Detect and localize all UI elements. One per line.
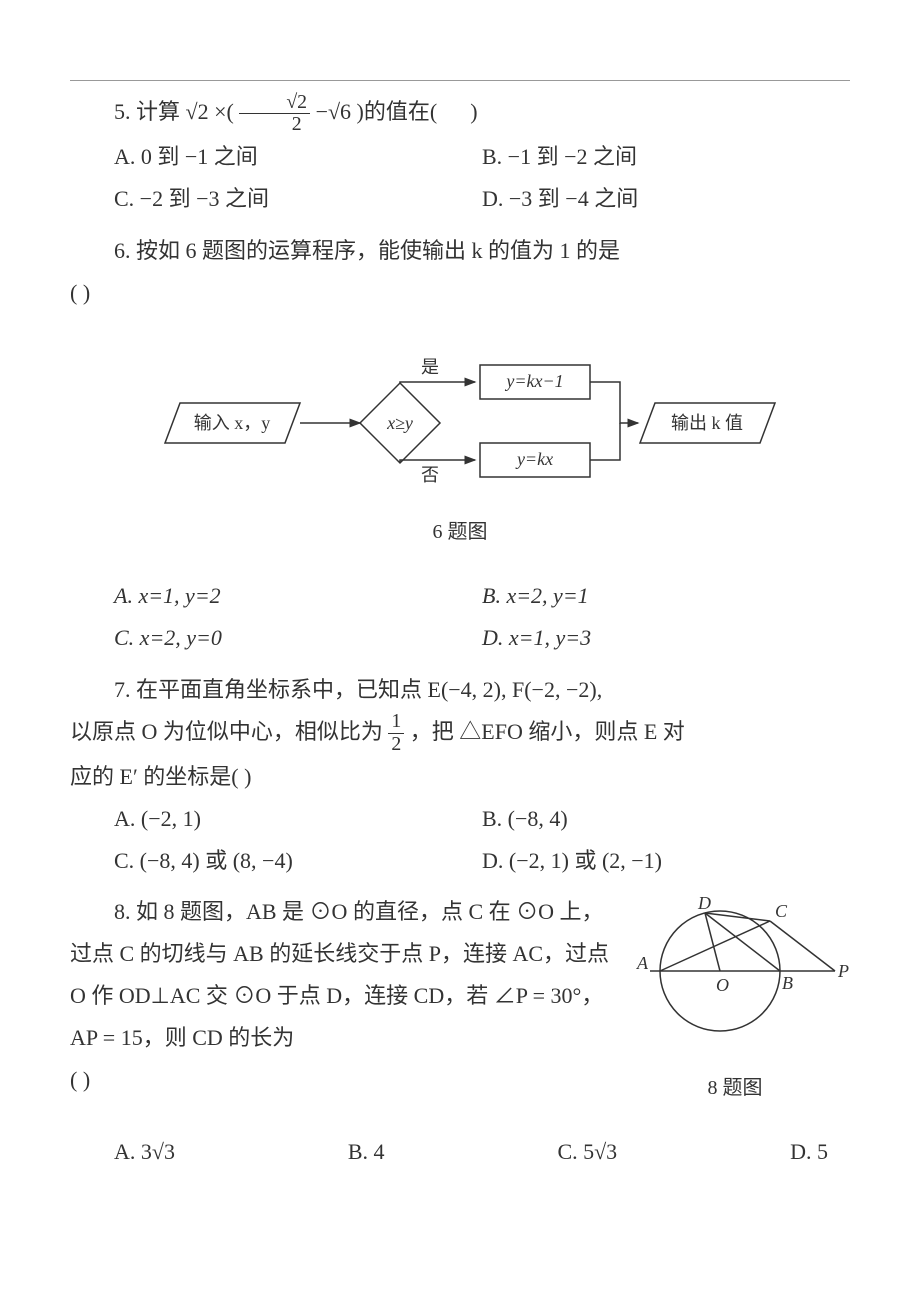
question-8: A B O P C D 8 题图 8. 如 8 题图，AB 是 ⊙O 的直径，点… [70,891,850,1173]
q5-opt-c: C. −2 到 −3 之间 [114,178,482,220]
flow-no-label: 否 [421,465,439,485]
q7-frac: 1 2 [388,711,404,756]
q7-frac-den: 2 [388,734,404,756]
q8-options: A. 3√3 B. 4 C. 5√3 D. 5 [70,1131,850,1173]
top-rule [70,80,850,81]
q5-frac-num: √2 [239,92,310,115]
q5-mul: ×( [214,99,234,124]
flow-no-box: y=kx [515,449,553,469]
q5-frac-den: 2 [239,114,310,136]
q6-number: 6. [114,238,131,263]
q8-opt-c: C. 5√3 [557,1131,617,1173]
q6-opt-b: B. x=2, y=1 [482,575,850,617]
question-5: 5. 计算 √2 ×( √2 2 −√6 )的值在( ) A. 0 到 −1 之… [70,91,850,220]
q6-opt-a: A. x=1, y=2 [114,575,482,617]
question-7: 7. 在平面直角坐标系中，已知点 E(−4, 2), F(−2, −2), 以原… [70,669,850,881]
q7-number: 7. [114,677,131,702]
q6-flowchart: 输入 x，y x≥y 是 否 y=kx−1 y=kx 输出 k 值 [120,343,800,503]
q5-close: ) [470,99,477,124]
q7-stem2b: ，把 △EFO 缩小，则点 E 对 [410,719,685,744]
q7-line3: 应的 E′ 的坐标是( ) [70,756,850,798]
q5-opt-b: B. −1 到 −2 之间 [482,136,850,178]
q6-stem-line: 6. 按如 6 题图的运算程序，能使输出 k 的值为 1 的是 [70,230,850,272]
q7-stem1: 在平面直角坐标系中，已知点 E(−4, 2), F(−2, −2), [136,677,602,702]
flow-yes-label: 是 [421,357,439,377]
q7-opt-c: C. (−8, 4) 或 (8, −4) [114,840,482,882]
q6-opt-c: C. x=2, y=0 [114,617,482,659]
q5-options: A. 0 到 −1 之间 B. −1 到 −2 之间 C. −2 到 −3 之间… [70,136,850,220]
flow-input-label: 输入 x，y [194,413,271,433]
q5-mid: −√6 )的值在( [316,99,438,124]
q8-stem: 如 8 题图，AB 是 ⊙O 的直径，点 C 在 ⊙O 上，过点 C 的切线与 … [70,899,609,1049]
q8-opt-d: D. 5 [790,1131,828,1173]
q7-frac-num: 1 [388,711,404,734]
pt-B: B [782,973,793,993]
question-6: 6. 按如 6 题图的运算程序，能使输出 k 的值为 1 的是 ( ) [70,230,850,659]
q7-opt-b: B. (−8, 4) [482,798,850,840]
q7-line1: 7. 在平面直角坐标系中，已知点 E(−4, 2), F(−2, −2), [70,669,850,711]
q7-opt-a: A. (−2, 1) [114,798,482,840]
pt-P: P [837,961,849,981]
q7-opt-d: D. (−2, 1) 或 (2, −1) [482,840,850,882]
q6-options: A. x=1, y=2 B. x=2, y=1 C. x=2, y=0 D. x… [70,575,850,659]
q5-opt-d: D. −3 到 −4 之间 [482,178,850,220]
q7-options: A. (−2, 1) B. (−8, 4) C. (−8, 4) 或 (8, −… [70,798,850,882]
q5-number: 5. [114,99,131,124]
q6-caption: 6 题图 [70,513,850,551]
pt-D: D [697,893,711,913]
q8-opt-b: B. 4 [348,1131,385,1173]
q5-sqrt2: √2 [186,99,209,124]
flow-cond-label: x≥y [386,413,413,433]
q8-opt-a: A. 3√3 [114,1131,175,1173]
q5-stem: 5. 计算 √2 ×( √2 2 −√6 )的值在( ) [70,91,850,136]
flow-yes-box: y=kx−1 [504,371,563,391]
q7-line2: 以原点 O 为位似中心，相似比为 1 2 ，把 △EFO 缩小，则点 E 对 [70,711,850,756]
q6-opt-d: D. x=1, y=3 [482,617,850,659]
q8-caption: 8 题图 [620,1069,850,1107]
q8-figure: A B O P C D [620,891,850,1051]
flow-output-label: 输出 k 值 [671,413,743,433]
pt-O: O [716,975,729,995]
q5-opt-a: A. 0 到 −1 之间 [114,136,482,178]
q6-stem: 按如 6 题图的运算程序，能使输出 k 的值为 1 的是 [136,238,620,263]
q6-paren: ( ) [70,272,850,314]
q5-stem-before: 计算 [136,99,180,124]
q8-figure-block: A B O P C D 8 题图 [620,891,850,1131]
q5-frac: √2 2 [239,92,310,137]
q7-stem2a: 以原点 O 为位似中心，相似比为 [70,719,383,744]
pt-A: A [636,953,649,973]
q8-number: 8. [114,899,131,924]
pt-C: C [775,901,788,921]
